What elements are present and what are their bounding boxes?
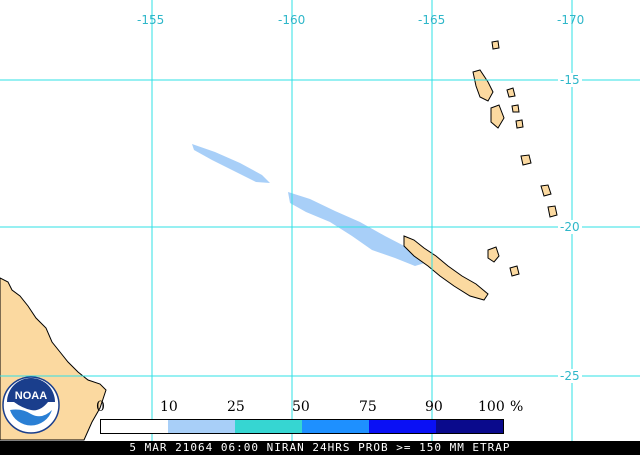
loyalty-island-2 [509,265,520,277]
legend-swatch-0-10 [101,420,168,433]
swath-segment-west [192,144,270,183]
legend-swatch-75-90 [369,420,436,433]
legend-tick-75: 75 [359,399,377,415]
vanuatu-island-6 [520,154,532,166]
latitude-label-25: -25 [558,369,582,383]
longitude-label-160: -160 [278,13,306,27]
vanuatu-island-3 [506,87,516,98]
product-caption: 5 MAR 21064 06:00 NIRAN 24HRS PROB >= 15… [0,441,640,455]
legend-swatch-25-50 [235,420,302,433]
legend-swatch-90-100 [436,420,503,433]
latitude-label-15: -15 [558,73,582,87]
latitude-label-20: -20 [558,220,582,234]
swath-segment-east [288,192,428,266]
legend-tick-100: 100 [478,399,505,415]
legend-color-bar [100,419,504,434]
vanuatu-island-7 [540,184,552,197]
longitude-label-165: -165 [418,13,446,27]
vanuatu-island-8 [547,205,558,218]
vanuatu-island-4 [511,104,520,113]
vanuatu-island-2 [490,104,505,129]
noaa-logo-text: NOAA [15,390,47,402]
legend-tick-0: 0 [96,399,105,415]
legend-tick-90: 90 [425,399,443,415]
vanuatu-island-5 [515,119,524,129]
legend-unit: % [510,399,524,415]
new-caledonia [403,235,489,301]
banks-island [491,40,500,50]
vanuatu-island-1 [472,69,494,102]
legend-tick-50: 50 [292,399,310,415]
legend-tick-25: 25 [227,399,245,415]
probability-legend: 0 10 25 50 75 90 100 % [96,398,524,438]
legend-tick-10: 10 [160,399,178,415]
longitude-label-155: -155 [137,13,165,27]
legend-swatch-50-75 [302,420,369,433]
legend-swatch-10-25 [168,420,235,433]
noaa-logo-icon: NOAA [2,376,60,434]
probability-swath [192,144,428,266]
longitude-label-170: -170 [557,13,585,27]
loyalty-island-1 [487,246,500,263]
